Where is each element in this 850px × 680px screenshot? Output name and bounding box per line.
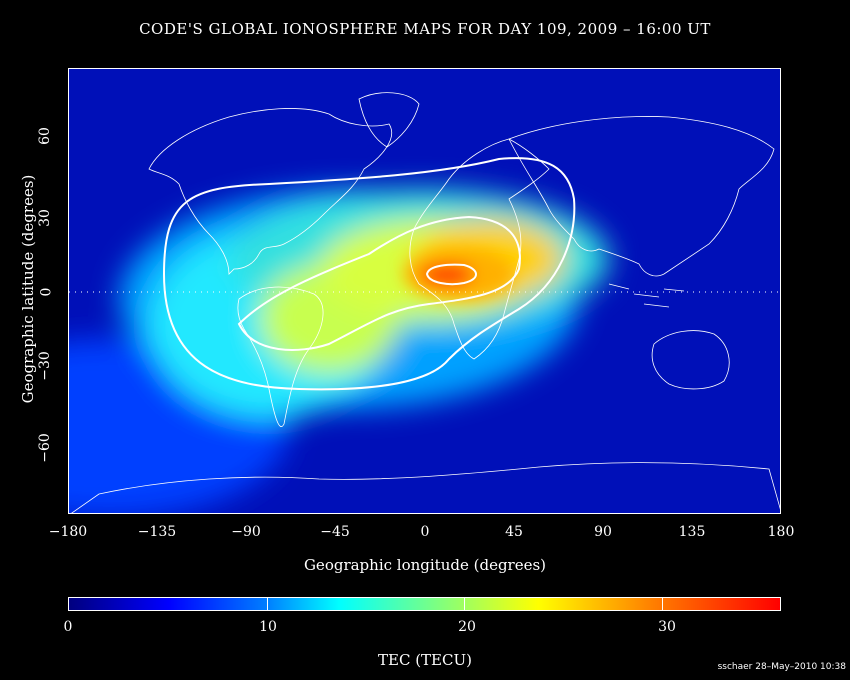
x-tick-label: 0 (420, 524, 430, 540)
contour-30 (425, 263, 477, 286)
y-tick-label: 0 (38, 287, 55, 297)
x-tick-label: 45 (505, 524, 523, 540)
contour-10 (162, 157, 576, 391)
y-tick-label: 60 (36, 127, 53, 145)
x-tick-label: −90 (231, 524, 261, 540)
x-tick-label: 180 (767, 524, 795, 540)
coastlines (71, 92, 780, 513)
colorbar-tick-mark (266, 598, 268, 610)
colorbar-tick-label: 30 (658, 619, 676, 635)
tec-field (69, 189, 609, 513)
tec-contours (162, 157, 576, 391)
colorbar-tick-label: 10 (259, 619, 277, 635)
colorbar-tick-label: 0 (63, 619, 73, 635)
x-tick-label: −180 (48, 524, 88, 540)
antarctica-coast (71, 462, 780, 513)
y-axis-label: Geographic latitude (degrees) (19, 174, 37, 404)
x-tick-label: 90 (594, 524, 612, 540)
contour-20 (237, 215, 521, 351)
tec-map-svg (69, 69, 780, 513)
colorbar (68, 597, 781, 611)
australia-coast (651, 330, 730, 390)
colorbar-label: TEC (TECU) (378, 651, 472, 669)
credit-text: sschaer 28–May–2010 10:38 (717, 662, 846, 672)
asia-coast (508, 116, 775, 277)
colorbar-tick-mark (464, 598, 465, 610)
colorbar-tick-label: 20 (458, 619, 476, 635)
y-tick-label: −60 (36, 433, 53, 463)
x-tick-label: −135 (137, 524, 177, 540)
europe-africa-coast (409, 138, 550, 360)
south-america-coast (237, 286, 324, 427)
y-tick-label: 30 (36, 209, 53, 227)
x-tick-label: −45 (320, 524, 350, 540)
north-america-coast (148, 108, 393, 275)
tec-map (68, 68, 781, 514)
x-axis-label: Geographic longitude (degrees) (303, 556, 547, 574)
indonesia-coast (608, 283, 685, 308)
chart-title: CODE'S GLOBAL IONOSPHERE MAPS FOR DAY 10… (139, 20, 711, 38)
x-tick-label: 135 (678, 524, 706, 540)
greenland-coast (358, 92, 420, 148)
y-tick-label: −30 (36, 351, 53, 381)
colorbar-tick-mark (661, 598, 663, 610)
